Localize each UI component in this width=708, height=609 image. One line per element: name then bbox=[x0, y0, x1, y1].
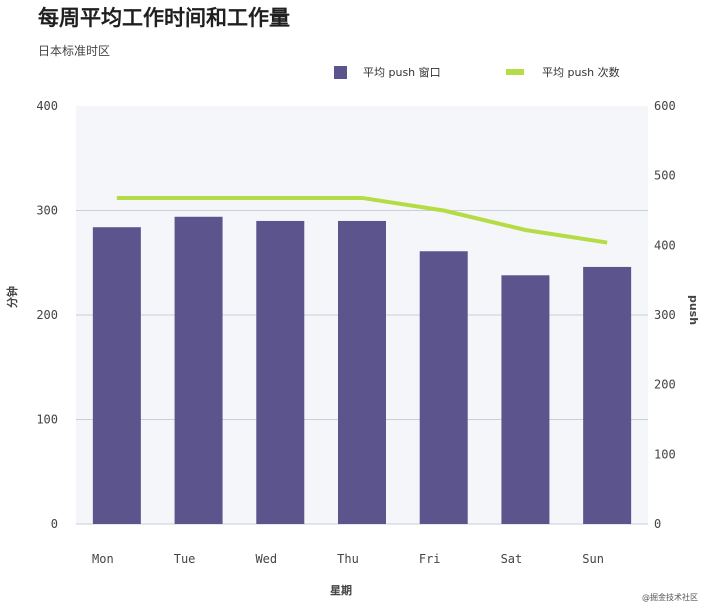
line-series bbox=[116, 195, 608, 245]
legend-label-bars: 平均 push 窗口 bbox=[363, 66, 441, 79]
bar bbox=[583, 266, 632, 524]
x-tick-label: Sat bbox=[501, 552, 523, 566]
bar bbox=[338, 220, 386, 524]
y-axis-label: 分钟 bbox=[5, 286, 19, 308]
y2-tick-label: 500 bbox=[654, 169, 676, 183]
y-tick-label: 0 bbox=[51, 517, 58, 531]
y2-tick-label: 400 bbox=[654, 238, 676, 252]
x-tick-label: Tue bbox=[174, 552, 196, 566]
x-tick-label: Mon bbox=[92, 552, 114, 566]
y2-tick-label: 600 bbox=[654, 99, 676, 113]
y2-tick-label: 100 bbox=[654, 447, 676, 461]
y2-tick-label: 0 bbox=[654, 517, 661, 531]
bar bbox=[174, 216, 223, 524]
bar bbox=[92, 227, 141, 524]
watermark: @掘金技术社区 bbox=[642, 593, 698, 602]
y-tick-label: 100 bbox=[36, 413, 58, 427]
x-tick-label: Fri bbox=[419, 552, 441, 566]
y-tick-label: 400 bbox=[36, 99, 58, 113]
bar bbox=[501, 275, 550, 524]
chart-title: 每周平均工作时间和工作量 bbox=[38, 6, 290, 30]
legend-item-bars: 平均 push 窗口 bbox=[334, 64, 441, 80]
x-axis-label: 星期 bbox=[330, 583, 352, 597]
legend-label-line: 平均 push 次数 bbox=[542, 66, 620, 79]
y-tick-label: 200 bbox=[36, 308, 58, 322]
legend-item-line: 平均 push 次数 bbox=[506, 64, 620, 80]
x-tick-label: Sun bbox=[582, 552, 604, 566]
x-tick-label: Wed bbox=[255, 552, 277, 566]
y2-tick-label: 300 bbox=[654, 308, 676, 322]
legend-swatch-bars bbox=[334, 65, 347, 79]
chart-subtitle: 日本标准时区 bbox=[38, 44, 111, 58]
bar bbox=[419, 251, 468, 524]
bar bbox=[256, 220, 305, 524]
y-tick-label: 300 bbox=[36, 204, 58, 218]
legend-swatch-line bbox=[506, 69, 524, 75]
y2-axis-label: push bbox=[687, 295, 700, 325]
x-tick-label: Thu bbox=[337, 552, 359, 566]
y2-tick-label: 200 bbox=[654, 378, 676, 392]
